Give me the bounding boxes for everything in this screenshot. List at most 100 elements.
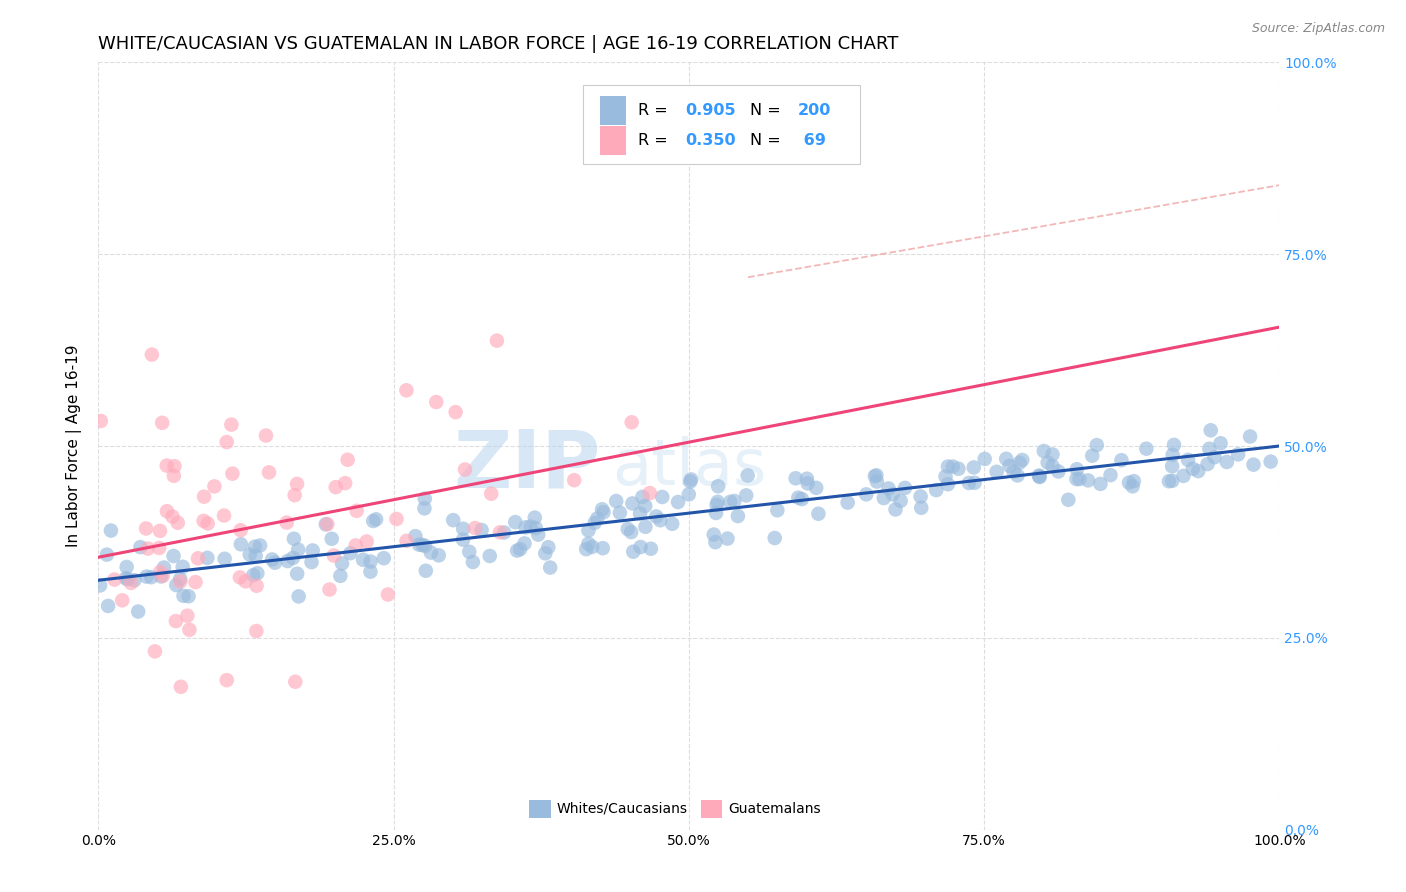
Point — [136, 541, 159, 556]
Point — [283, 532, 305, 546]
Point — [287, 542, 309, 557]
Point — [855, 487, 877, 501]
Point — [163, 459, 186, 474]
Point — [89, 578, 111, 592]
Point — [1032, 444, 1054, 458]
Point — [169, 572, 191, 586]
Point — [494, 525, 516, 540]
Point — [246, 579, 269, 593]
Point — [591, 502, 613, 516]
Point — [957, 475, 980, 490]
Point — [628, 507, 651, 521]
Point — [505, 515, 527, 529]
Point — [592, 505, 614, 519]
Point — [339, 546, 361, 560]
Point — [1227, 447, 1250, 461]
Point — [413, 501, 436, 516]
Point — [509, 542, 531, 557]
Point — [135, 569, 157, 583]
Point — [1090, 476, 1112, 491]
Point — [325, 480, 347, 494]
Point — [212, 508, 235, 523]
Point — [239, 548, 262, 562]
Point — [666, 495, 689, 509]
Point — [638, 486, 661, 500]
Point — [513, 536, 536, 550]
Point — [925, 483, 948, 497]
Text: Source: ZipAtlas.com: Source: ZipAtlas.com — [1251, 22, 1385, 36]
Point — [605, 494, 627, 508]
Point — [1161, 459, 1184, 474]
Point — [707, 479, 730, 493]
Point — [360, 555, 382, 569]
Point — [1042, 459, 1064, 474]
Point — [1066, 472, 1088, 486]
Point — [1118, 475, 1140, 490]
Point — [963, 460, 986, 475]
Point — [592, 541, 614, 556]
Point — [640, 541, 662, 556]
Point — [127, 605, 149, 619]
Point — [630, 540, 652, 554]
Point — [254, 428, 277, 442]
Point — [235, 574, 257, 589]
Point — [1077, 474, 1099, 488]
Point — [1239, 429, 1261, 443]
Point — [661, 516, 683, 531]
Point — [727, 509, 749, 524]
Point — [865, 468, 887, 483]
Point — [215, 673, 238, 687]
Point — [149, 524, 172, 538]
Point — [575, 542, 598, 557]
Point — [986, 465, 1008, 479]
Point — [678, 487, 700, 501]
Point — [578, 537, 600, 551]
Point — [176, 608, 198, 623]
Point — [287, 590, 309, 604]
Point — [1057, 492, 1080, 507]
Point — [257, 466, 280, 480]
Point — [796, 476, 818, 491]
Point — [787, 491, 810, 505]
Y-axis label: In Labor Force | Age 16-19: In Labor Force | Age 16-19 — [66, 344, 83, 548]
Point — [534, 546, 557, 560]
Point — [1163, 438, 1185, 452]
Point — [1011, 453, 1033, 467]
Point — [229, 523, 252, 537]
Point — [229, 537, 252, 551]
Point — [1181, 461, 1204, 475]
Point — [344, 538, 367, 552]
Point — [115, 560, 138, 574]
Point — [807, 507, 830, 521]
Point — [1028, 468, 1050, 483]
Point — [1028, 469, 1050, 483]
Point — [890, 493, 912, 508]
Point — [1028, 470, 1050, 484]
Point — [1066, 462, 1088, 476]
Point — [162, 509, 184, 524]
Text: WHITE/CAUCASIAN VS GUATEMALAN IN LABOR FORCE | AGE 16-19 CORRELATION CHART: WHITE/CAUCASIAN VS GUATEMALAN IN LABOR F… — [98, 35, 898, 53]
Point — [519, 519, 541, 533]
Point — [620, 525, 643, 540]
Point — [766, 503, 789, 517]
Point — [706, 495, 728, 509]
Point — [1187, 464, 1209, 478]
Point — [1216, 455, 1239, 469]
Point — [330, 557, 353, 571]
Point — [1173, 468, 1195, 483]
Point — [120, 576, 142, 591]
Point — [117, 572, 139, 586]
Point — [1260, 454, 1282, 468]
Point — [156, 458, 179, 473]
Point — [948, 462, 970, 476]
Point — [214, 551, 236, 566]
Point — [179, 623, 201, 637]
Point — [172, 559, 194, 574]
Point — [790, 491, 813, 506]
Point — [395, 533, 418, 548]
Point — [1069, 472, 1091, 486]
Point — [1002, 464, 1025, 478]
Point — [129, 540, 152, 554]
FancyBboxPatch shape — [600, 126, 626, 154]
Point — [634, 499, 657, 513]
